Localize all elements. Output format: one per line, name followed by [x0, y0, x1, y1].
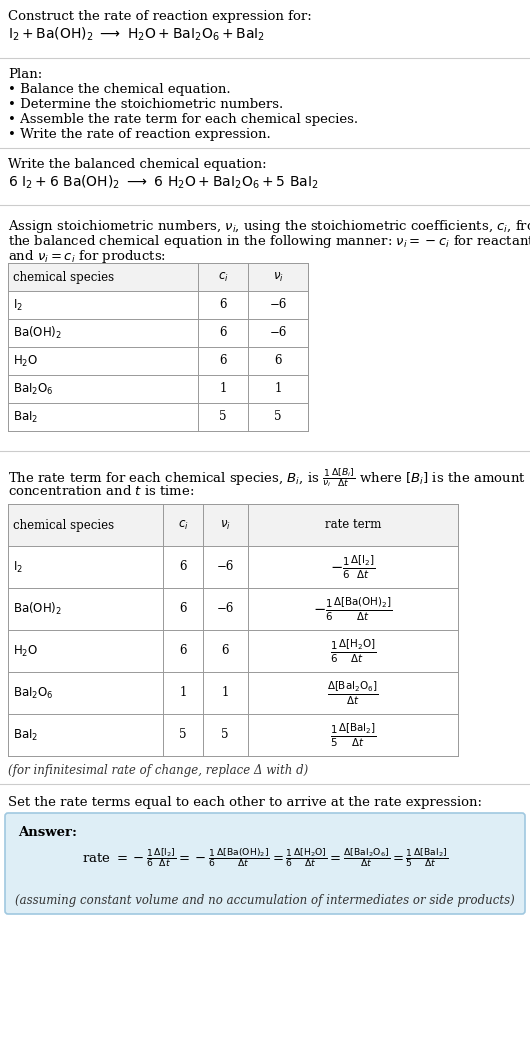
Text: chemical species: chemical species: [13, 519, 114, 531]
Text: Assign stoichiometric numbers, $\nu_i$, using the stoichiometric coefficients, $: Assign stoichiometric numbers, $\nu_i$, …: [8, 218, 530, 235]
Text: 1: 1: [219, 383, 227, 395]
Text: 5: 5: [221, 728, 229, 742]
Text: $\mathrm{H_2O}$: $\mathrm{H_2O}$: [13, 354, 38, 368]
Text: 6: 6: [219, 298, 227, 312]
Text: $\frac{1}{6}\frac{\Delta[\mathrm{H_2O}]}{\Delta t}$: $\frac{1}{6}\frac{\Delta[\mathrm{H_2O}]}…: [330, 637, 376, 664]
Text: −6: −6: [216, 602, 234, 615]
Text: 5: 5: [219, 410, 227, 424]
Text: $c_i$: $c_i$: [178, 519, 188, 531]
Text: 6: 6: [219, 326, 227, 340]
Text: the balanced chemical equation in the following manner: $\nu_i = -c_i$ for react: the balanced chemical equation in the fo…: [8, 233, 530, 250]
Text: 1: 1: [222, 686, 228, 700]
Text: $\mathrm{BaI_2}$: $\mathrm{BaI_2}$: [13, 409, 38, 425]
Text: $\nu_i$: $\nu_i$: [219, 519, 231, 531]
Text: $\mathrm{Ba(OH)_2}$: $\mathrm{Ba(OH)_2}$: [13, 325, 62, 341]
Text: 6: 6: [179, 561, 187, 573]
Text: rate term: rate term: [325, 519, 381, 531]
Text: rate $= -\frac{1}{6}\frac{\Delta[\mathrm{I_2}]}{\Delta t}= -\frac{1}{6}\frac{\De: rate $= -\frac{1}{6}\frac{\Delta[\mathrm…: [82, 846, 448, 869]
Text: 6: 6: [179, 602, 187, 615]
Text: 6: 6: [219, 355, 227, 367]
Text: Answer:: Answer:: [18, 826, 77, 839]
Text: $\mathrm{Ba(OH)_2}$: $\mathrm{Ba(OH)_2}$: [13, 601, 62, 617]
Text: • Determine the stoichiometric numbers.: • Determine the stoichiometric numbers.: [8, 98, 283, 111]
Text: $\frac{1}{5}\frac{\Delta[\mathrm{BaI_2}]}{\Delta t}$: $\frac{1}{5}\frac{\Delta[\mathrm{BaI_2}]…: [330, 722, 376, 749]
Text: $\mathrm{BaI_2}$: $\mathrm{BaI_2}$: [13, 727, 38, 743]
Text: 1: 1: [275, 383, 281, 395]
Bar: [8, 504, 458, 546]
Text: −6: −6: [269, 326, 287, 340]
Text: −6: −6: [216, 561, 234, 573]
Text: $\mathrm{I_2}$: $\mathrm{I_2}$: [13, 297, 23, 313]
Text: 6: 6: [179, 644, 187, 658]
Bar: [8, 263, 308, 291]
Text: 1: 1: [179, 686, 187, 700]
Text: chemical species: chemical species: [13, 271, 114, 283]
Text: • Balance the chemical equation.: • Balance the chemical equation.: [8, 83, 231, 96]
Text: $\mathrm{BaI_2O_6}$: $\mathrm{BaI_2O_6}$: [13, 685, 54, 701]
Text: $\nu_i$: $\nu_i$: [272, 271, 284, 283]
Text: The rate term for each chemical species, $B_i$, is $\frac{1}{\nu_i}\frac{\Delta[: The rate term for each chemical species,…: [8, 467, 526, 488]
Text: Construct the rate of reaction expression for:: Construct the rate of reaction expressio…: [8, 10, 312, 23]
Text: Plan:: Plan:: [8, 68, 42, 81]
Text: 6: 6: [274, 355, 282, 367]
Text: 5: 5: [179, 728, 187, 742]
Text: $\mathrm{BaI_2O_6}$: $\mathrm{BaI_2O_6}$: [13, 382, 54, 396]
Text: Set the rate terms equal to each other to arrive at the rate expression:: Set the rate terms equal to each other t…: [8, 796, 482, 809]
Text: • Write the rate of reaction expression.: • Write the rate of reaction expression.: [8, 128, 271, 141]
FancyBboxPatch shape: [5, 813, 525, 914]
Text: 6: 6: [221, 644, 229, 658]
Text: 5: 5: [274, 410, 282, 424]
Text: Write the balanced chemical equation:: Write the balanced chemical equation:: [8, 158, 267, 170]
Text: $\mathrm{I_2 + Ba(OH)_2\ \longrightarrow\ H_2O + BaI_2O_6 + BaI_2}$: $\mathrm{I_2 + Ba(OH)_2\ \longrightarrow…: [8, 26, 265, 43]
Text: −6: −6: [269, 298, 287, 312]
Text: $\mathrm{6\ I_2 + 6\ Ba(OH)_2\ \longrightarrow\ 6\ H_2O + BaI_2O_6 + 5\ BaI_2}$: $\mathrm{6\ I_2 + 6\ Ba(OH)_2\ \longrigh…: [8, 174, 319, 191]
Text: $\mathrm{I_2}$: $\mathrm{I_2}$: [13, 560, 23, 574]
Text: $c_i$: $c_i$: [218, 271, 228, 283]
Text: and $\nu_i = c_i$ for products:: and $\nu_i = c_i$ for products:: [8, 248, 166, 265]
Text: $-\frac{1}{6}\frac{\Delta[\mathrm{I_2}]}{\Delta t}$: $-\frac{1}{6}\frac{\Delta[\mathrm{I_2}]}…: [330, 553, 376, 581]
Text: • Assemble the rate term for each chemical species.: • Assemble the rate term for each chemic…: [8, 113, 358, 126]
Text: concentration and $t$ is time:: concentration and $t$ is time:: [8, 484, 195, 498]
Text: $\mathrm{H_2O}$: $\mathrm{H_2O}$: [13, 643, 38, 659]
Text: (assuming constant volume and no accumulation of intermediates or side products): (assuming constant volume and no accumul…: [15, 894, 515, 907]
Text: $\frac{\Delta[\mathrm{BaI_2O_6}]}{\Delta t}$: $\frac{\Delta[\mathrm{BaI_2O_6}]}{\Delta…: [328, 679, 378, 707]
Text: $-\frac{1}{6}\frac{\Delta[\mathrm{Ba(OH)_2}]}{\Delta t}$: $-\frac{1}{6}\frac{\Delta[\mathrm{Ba(OH)…: [313, 595, 393, 622]
Text: (for infinitesimal rate of change, replace Δ with d): (for infinitesimal rate of change, repla…: [8, 764, 308, 777]
